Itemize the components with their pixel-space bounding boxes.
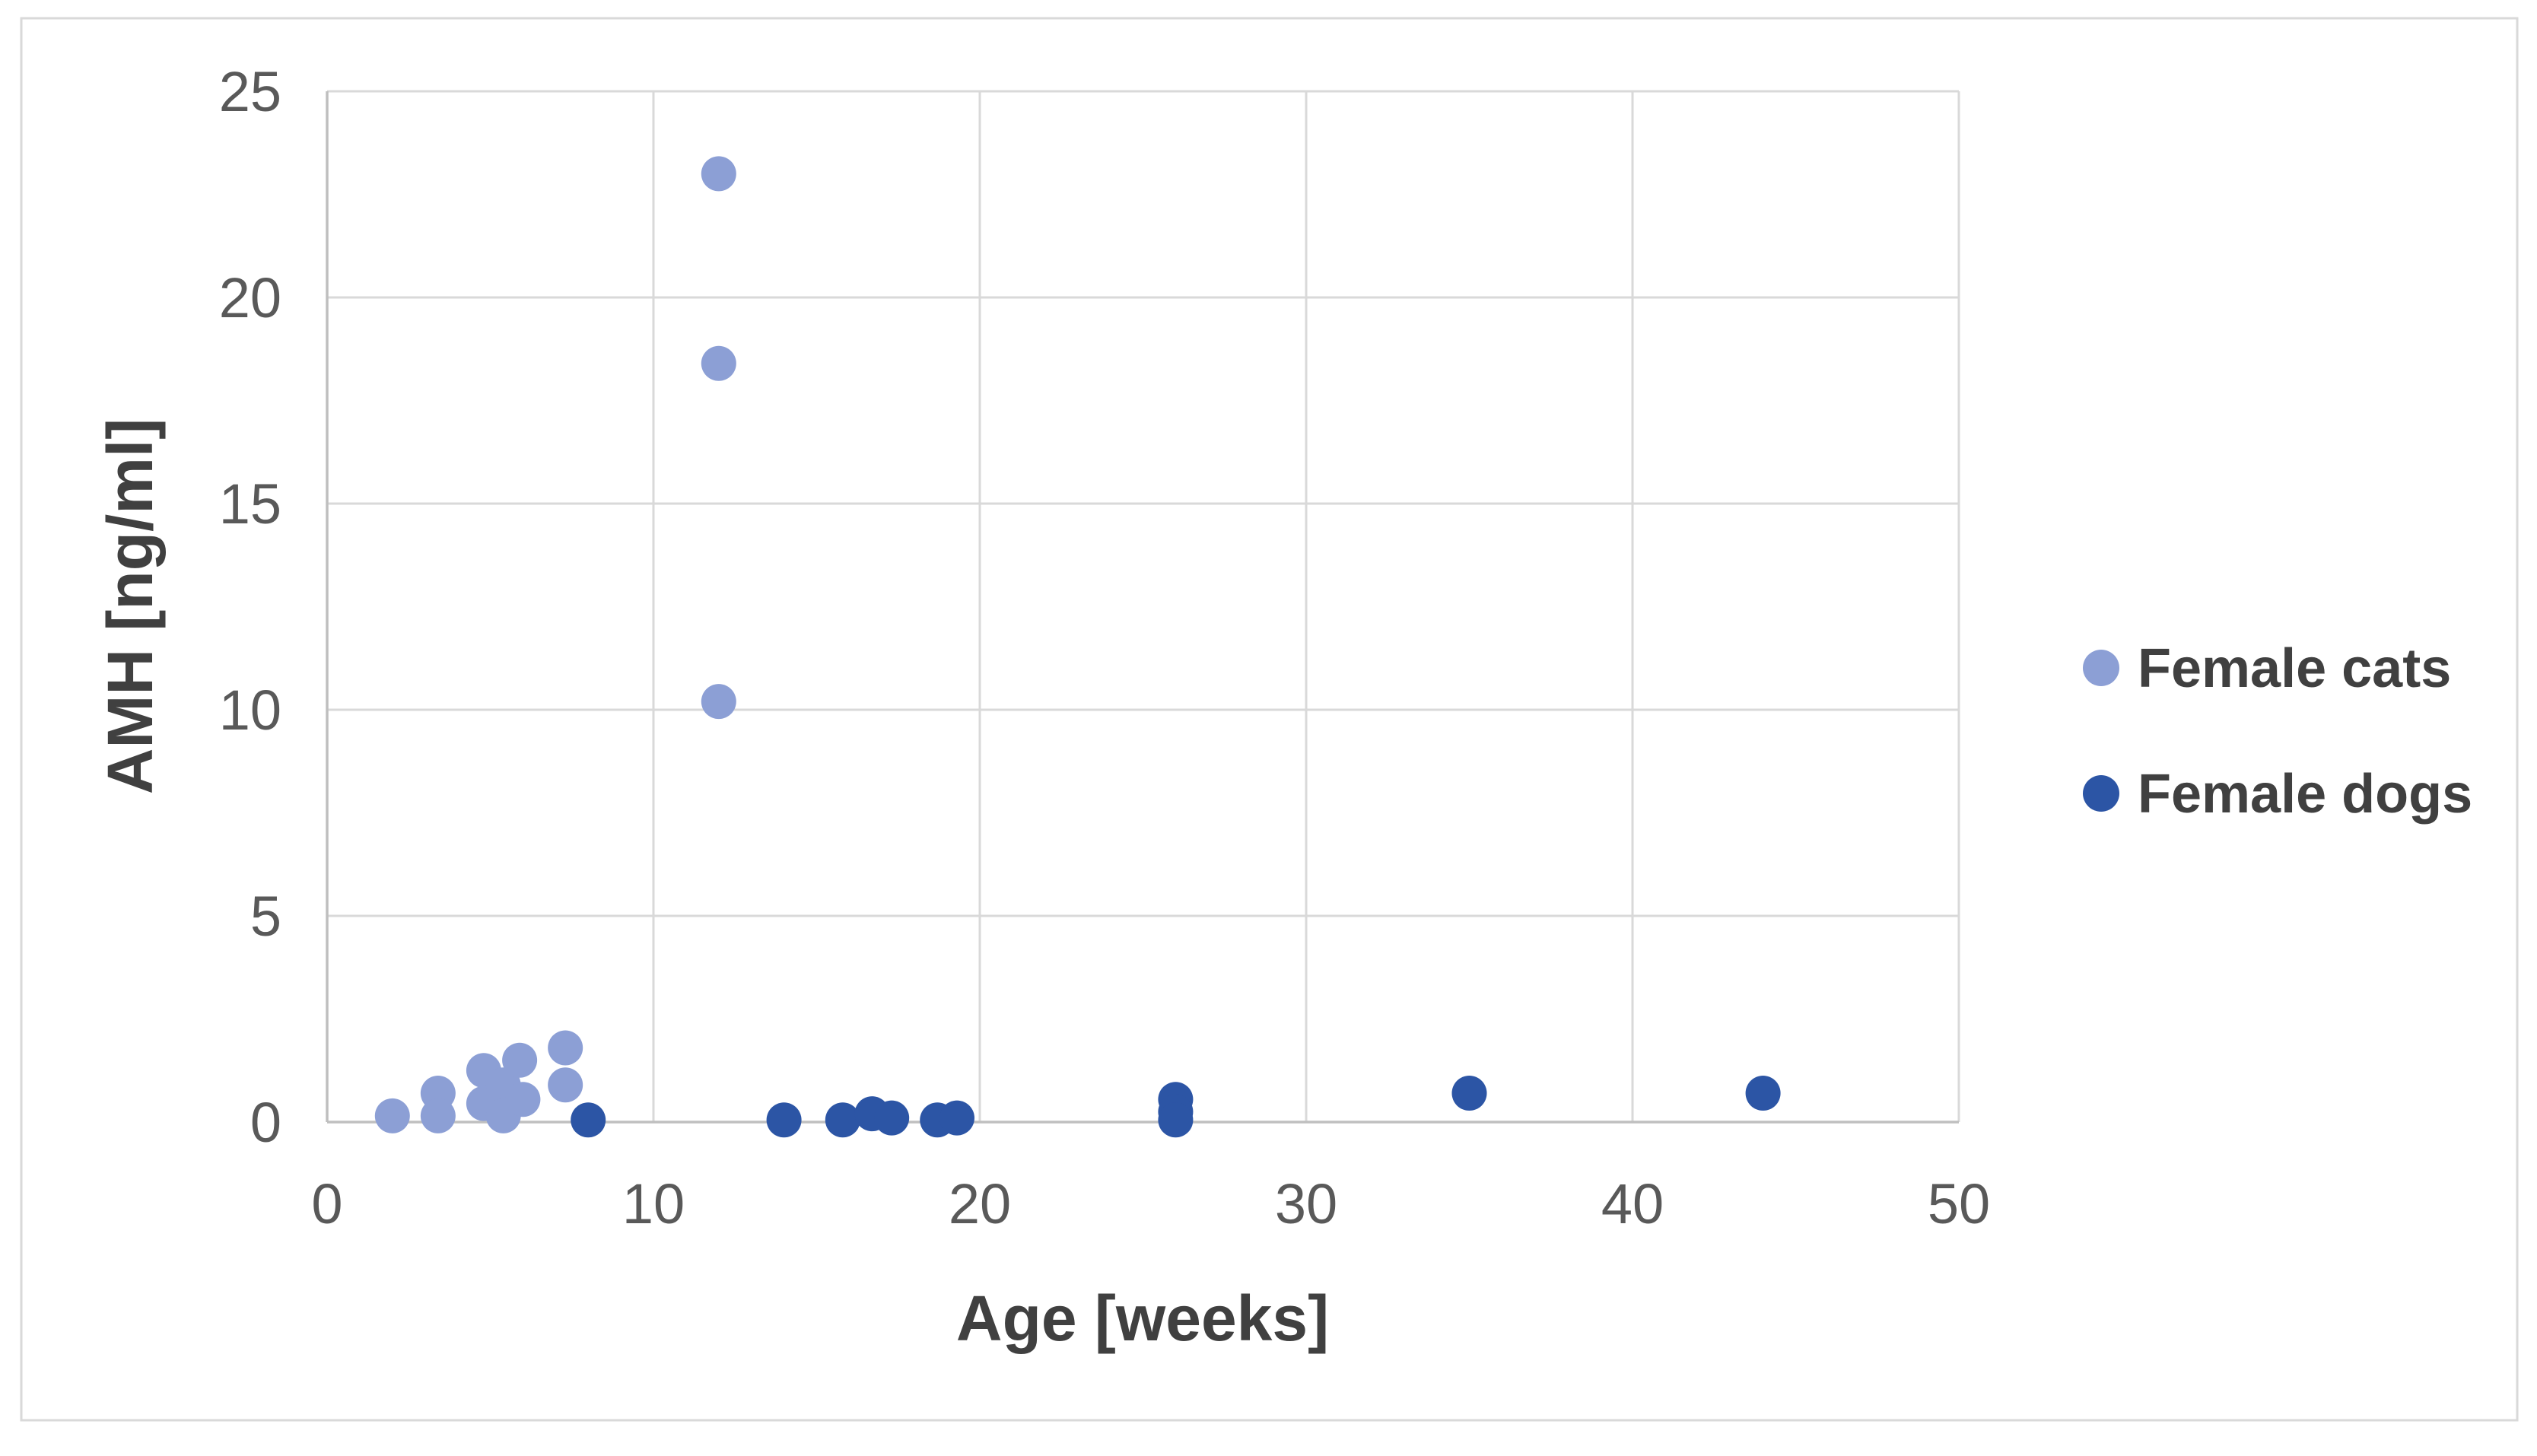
data-points (374, 156, 1781, 1138)
data-point-female-dogs (825, 1102, 860, 1138)
legend-item-female-dogs: Female dogs (2083, 764, 2472, 825)
data-point-female-cats (548, 1030, 583, 1066)
data-point-female-dogs (766, 1102, 802, 1138)
figure-border (20, 17, 2519, 1422)
female-cats-legend-label: Female cats (2138, 638, 2451, 699)
data-point-female-cats (420, 1098, 456, 1133)
legend-item-female-cats: Female cats (2083, 638, 2451, 699)
gridlines (327, 90, 1960, 1122)
y-tick-label: 0 (250, 1091, 281, 1154)
data-point-female-cats (502, 1042, 538, 1078)
tick-labels: 0 10 20 30 40 50 0 5 10 15 20 25 (219, 60, 1990, 1235)
y-axis-title: AMH [ng/ml] (94, 418, 166, 795)
data-point-female-cats (548, 1067, 583, 1103)
data-point-female-cats (505, 1082, 541, 1117)
y-tick-label: 20 (219, 266, 281, 329)
data-point-female-cats (701, 345, 736, 381)
data-point-female-dogs (1745, 1076, 1781, 1111)
data-point-female-cats (701, 684, 736, 720)
female-cats-legend-marker-icon (2083, 650, 2119, 686)
x-axis-title: Age [weeks] (956, 1283, 1329, 1354)
legend: Female cats Female dogs (2083, 638, 2472, 825)
data-point-female-dogs (571, 1102, 606, 1138)
data-point-female-dogs (1158, 1102, 1194, 1138)
x-tick-label: 10 (622, 1172, 685, 1235)
x-tick-label: 20 (949, 1172, 1011, 1235)
female-dogs-legend-label: Female dogs (2138, 764, 2472, 825)
y-tick-label: 5 (250, 885, 281, 948)
data-point-female-dogs (1451, 1076, 1487, 1111)
x-tick-label: 0 (311, 1172, 342, 1235)
y-tick-label: 10 (219, 679, 281, 742)
x-tick-label: 30 (1275, 1172, 1337, 1235)
y-tick-label: 15 (219, 472, 281, 536)
y-tick-label: 25 (219, 60, 281, 123)
x-tick-label: 50 (1928, 1172, 1990, 1235)
data-point-female-dogs (939, 1100, 974, 1136)
data-point-female-cats (374, 1098, 410, 1133)
data-point-female-dogs (874, 1100, 910, 1136)
x-tick-label: 40 (1601, 1172, 1664, 1235)
female-dogs-legend-marker-icon (2083, 775, 2119, 812)
data-point-female-cats (701, 156, 736, 192)
